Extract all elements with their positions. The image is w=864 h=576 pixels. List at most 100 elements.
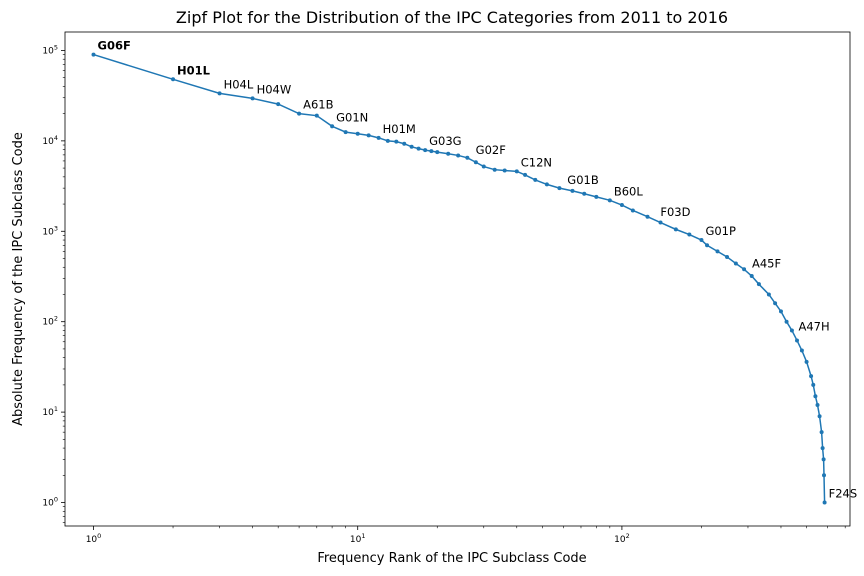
data-point — [799, 348, 804, 353]
data-point — [715, 249, 720, 254]
y-tick-label: 104 — [42, 134, 58, 147]
data-point — [766, 292, 771, 297]
data-point — [394, 139, 399, 144]
x-tick-label: 101 — [350, 532, 366, 545]
data-point — [423, 148, 428, 153]
data-point — [250, 96, 255, 101]
chart-title: Zipf Plot for the Distribution of the IP… — [176, 8, 728, 27]
data-point — [756, 282, 761, 287]
annotation-label: B60L — [614, 184, 644, 198]
annotation-label: G03G — [429, 134, 461, 148]
data-point — [705, 243, 710, 248]
data-point — [658, 220, 663, 225]
data-point — [813, 394, 818, 399]
x-axis-label: Frequency Rank of the IPC Subclass Code — [317, 551, 586, 566]
annotation-label: H01L — [177, 63, 211, 77]
annotation-label: H01M — [383, 122, 416, 136]
annotation-label: H04L — [224, 77, 254, 91]
data-point — [557, 186, 562, 191]
data-point — [314, 113, 319, 118]
y-tick-label: 103 — [42, 224, 58, 237]
data-point — [355, 131, 360, 136]
data-point — [795, 338, 800, 343]
x-axis-ticks: 100 101 102 — [86, 526, 846, 545]
data-point — [821, 457, 826, 462]
data-point — [366, 133, 371, 138]
data-point — [502, 168, 507, 173]
annotation-label: G02F — [476, 143, 506, 157]
data-point — [673, 227, 678, 232]
data-point — [811, 382, 816, 387]
data-point — [804, 359, 809, 364]
data-point — [733, 261, 738, 266]
data-point — [465, 155, 470, 160]
data-point — [217, 91, 222, 96]
data-point — [492, 167, 497, 172]
data-point — [749, 274, 754, 279]
data-point — [416, 146, 421, 151]
data-point — [456, 153, 461, 158]
data-point — [570, 188, 575, 193]
data-point — [594, 194, 599, 199]
data-point — [446, 151, 451, 156]
data-point — [687, 232, 692, 237]
annotation-label: G01N — [336, 110, 368, 124]
data-point — [819, 430, 824, 435]
y-tick-label: 102 — [42, 315, 58, 328]
x-tick-label: 102 — [614, 532, 630, 545]
data-point — [429, 149, 434, 154]
y-axis-label: Absolute Frequency of the IPC Subclass C… — [11, 132, 26, 426]
data-point — [297, 111, 302, 116]
data-point — [171, 77, 176, 82]
data-point — [544, 182, 549, 187]
series-line — [93, 53, 826, 503]
data-point — [809, 374, 814, 379]
data-point — [619, 203, 624, 208]
data-point — [773, 301, 778, 306]
data-point — [435, 150, 440, 155]
annotation-label: F24S — [829, 487, 858, 501]
data-point — [343, 130, 348, 135]
data-point — [473, 160, 478, 165]
data-point — [778, 309, 783, 314]
data-point — [822, 500, 827, 505]
data-point — [789, 328, 794, 333]
data-point — [402, 141, 407, 146]
data-point — [822, 473, 827, 478]
data-point — [409, 144, 414, 149]
annotation-label: C12N — [521, 155, 552, 169]
annotation-label: G06F — [98, 39, 131, 53]
annotation-label: A47H — [798, 320, 829, 334]
data-point — [523, 172, 528, 177]
series-points — [91, 52, 827, 505]
y-tick-label: 105 — [42, 43, 58, 56]
y-tick-label: 100 — [42, 496, 58, 509]
y-axis-ticks: 100 101 102 103 104 105 — [42, 43, 65, 523]
data-point — [385, 138, 390, 143]
data-point — [784, 319, 789, 324]
data-point — [645, 214, 650, 219]
data-point — [742, 267, 747, 272]
data-point — [725, 254, 730, 259]
annotation-label: G01B — [567, 173, 599, 187]
data-point — [815, 402, 820, 407]
data-point — [330, 124, 335, 129]
data-point — [376, 135, 381, 140]
data-point — [481, 164, 486, 169]
annotation-label: F03D — [660, 205, 690, 219]
x-tick-label: 100 — [86, 532, 102, 545]
y-tick-label: 101 — [42, 405, 58, 418]
annotation-label: H04W — [257, 82, 292, 96]
data-point — [514, 169, 519, 174]
data-point — [533, 177, 538, 182]
data-point — [91, 52, 96, 57]
data-point — [820, 446, 825, 451]
data-point — [276, 102, 281, 107]
annotation-label: A45F — [752, 257, 781, 271]
data-point — [817, 414, 822, 419]
annotation-label: A61B — [303, 98, 334, 112]
data-point — [699, 238, 704, 243]
annotation-label: G01P — [705, 224, 736, 238]
